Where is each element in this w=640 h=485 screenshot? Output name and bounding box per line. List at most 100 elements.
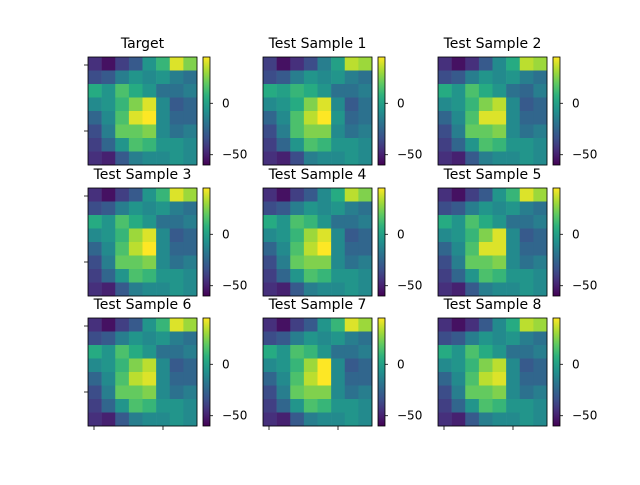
heatmap-cell <box>183 282 198 297</box>
heatmap-cell <box>492 151 507 166</box>
heatmap-cell <box>128 282 143 297</box>
heatmap-frame <box>262 56 373 166</box>
heatmap-cell <box>88 228 102 243</box>
heatmap-cell <box>156 345 171 359</box>
heatmap-cell <box>506 57 521 71</box>
colorbar-tick-label: −50 <box>397 148 422 162</box>
heatmap-cell <box>317 57 332 71</box>
heatmap-cell <box>88 84 102 98</box>
heatmap-cell <box>169 318 184 332</box>
heatmap-cell <box>519 228 534 243</box>
heatmap-cell <box>101 201 116 216</box>
heatmap-cell <box>88 201 102 216</box>
heatmap-cell <box>142 358 157 373</box>
colorbar-tick-label: −50 <box>572 148 597 162</box>
heatmap-cell <box>438 70 452 85</box>
heatmap-cell <box>290 151 305 166</box>
heatmap-cell <box>183 57 198 71</box>
heatmap-cell <box>344 188 359 202</box>
heatmap-cell <box>115 57 130 71</box>
heatmap-cell <box>438 215 452 229</box>
heatmap-cell <box>478 97 493 112</box>
heatmap-cell <box>115 282 130 297</box>
heatmap-cell <box>331 70 346 85</box>
heatmap-cell <box>142 255 157 270</box>
heatmap-cell <box>317 111 332 125</box>
heatmap-cell <box>142 331 157 346</box>
heatmap-cell <box>156 111 171 125</box>
heatmap-cell <box>156 242 171 256</box>
heatmap-cell <box>492 318 507 332</box>
colorbar-tick-label: −50 <box>222 279 247 293</box>
heatmap-cell <box>128 372 143 386</box>
heatmap-cell <box>358 255 373 270</box>
heatmap-cell <box>358 228 373 243</box>
heatmap-cell <box>88 97 102 112</box>
heatmap-cell <box>263 215 277 229</box>
heatmap-cell <box>142 412 157 427</box>
heatmap-cell <box>88 282 102 297</box>
heatmap-cell <box>317 97 332 112</box>
heatmap-cell <box>263 358 277 373</box>
subplot-title: Test Sample 4 <box>268 167 367 183</box>
heatmap-cell <box>88 215 102 229</box>
heatmap-cell <box>290 358 305 373</box>
heatmap-cell <box>344 84 359 98</box>
heatmap-cell <box>344 57 359 71</box>
heatmap-cell <box>506 345 521 359</box>
heatmap-cell <box>506 84 521 98</box>
heatmap-cell <box>331 269 346 283</box>
heatmap-cell <box>465 318 480 332</box>
heatmap-cell <box>128 331 143 346</box>
heatmap-cell <box>519 84 534 98</box>
heatmap-cell <box>128 412 143 427</box>
heatmap-cell <box>263 84 277 98</box>
heatmap-cell <box>88 242 102 256</box>
heatmap-cell <box>142 345 157 359</box>
heatmap-cell <box>101 84 116 98</box>
heatmap-cell <box>478 399 493 413</box>
heatmap-cell <box>438 138 452 152</box>
heatmap-cell <box>169 412 184 427</box>
heatmap-cell <box>101 97 116 112</box>
heatmap-cell <box>465 70 480 85</box>
heatmap-cell <box>519 215 534 229</box>
heatmap-cell <box>451 97 466 112</box>
heatmap-cell <box>492 345 507 359</box>
heatmap-cell <box>290 412 305 427</box>
heatmap-cell <box>533 111 548 125</box>
heatmap-cell <box>438 345 452 359</box>
heatmap-cell <box>88 399 102 413</box>
heatmap-cell <box>276 358 291 373</box>
heatmap-cell <box>263 70 277 85</box>
heatmap-cell <box>303 151 318 166</box>
heatmap-cell <box>128 399 143 413</box>
subplot-7: Test Sample 6 0 −50 <box>84 297 247 430</box>
heatmap-cell <box>451 188 466 202</box>
colorbar-frame <box>552 187 561 297</box>
heatmap-cell <box>276 97 291 112</box>
heatmap-cell <box>451 138 466 152</box>
heatmap-cell <box>438 242 452 256</box>
heatmap-cell <box>88 318 102 332</box>
heatmap-cell <box>533 412 548 427</box>
heatmap-cell <box>533 57 548 71</box>
heatmap-cell <box>156 228 171 243</box>
heatmap-cell <box>358 57 373 71</box>
heatmap-cell <box>263 138 277 152</box>
heatmap-cell <box>115 124 130 139</box>
heatmap-cell <box>465 84 480 98</box>
heatmap-cell <box>101 358 116 373</box>
heatmap-cell <box>183 331 198 346</box>
heatmap-cell <box>519 282 534 297</box>
heatmap-cell <box>290 138 305 152</box>
heatmap-cell <box>506 70 521 85</box>
heatmap-cell <box>101 111 116 125</box>
heatmap-cell <box>169 124 184 139</box>
heatmap-cell <box>506 97 521 112</box>
heatmap-cell <box>465 215 480 229</box>
heatmap-cell <box>156 412 171 427</box>
heatmap-cell <box>331 97 346 112</box>
heatmap-cell <box>331 318 346 332</box>
